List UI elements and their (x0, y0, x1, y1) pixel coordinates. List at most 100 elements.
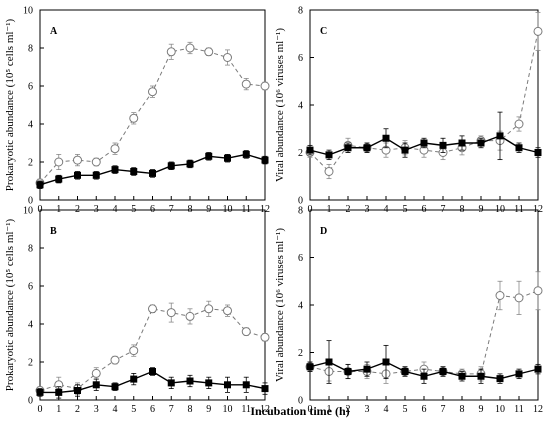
y-tick-label-b-4: 4 (28, 320, 33, 331)
point-c-filled-0 (306, 146, 314, 154)
point-b-open-5 (129, 346, 139, 356)
point-b-filled-11 (242, 381, 250, 389)
y-tick-label-b-6: 6 (28, 282, 33, 293)
point-b-open-7 (166, 308, 176, 318)
point-b-open-6 (148, 304, 157, 314)
point-b-open-3 (91, 368, 101, 378)
point-b-open-11 (241, 327, 251, 337)
point-a-filled-0 (36, 181, 44, 189)
x-tick-label-b-9: 9 (206, 404, 211, 415)
point-a-filled-7 (167, 162, 175, 170)
point-d-filled-10 (496, 375, 504, 383)
point-a-open-2 (73, 155, 82, 165)
y-tick-label-a-8: 8 (28, 44, 33, 55)
point-c-filled-9 (477, 139, 485, 147)
point-a-filled-3 (92, 171, 100, 179)
point-a-filled-2 (74, 171, 81, 179)
point-c-filled-8 (458, 139, 466, 147)
panel-label-a: A (50, 26, 58, 37)
point-b-filled-7 (167, 379, 175, 387)
point-b-open-4 (110, 355, 120, 365)
y-tick-label-a-2: 2 (28, 158, 33, 169)
x-tick-label-b-10: 10 (223, 404, 233, 415)
x-tick-label-b-7: 7 (169, 404, 174, 415)
point-a-open-12 (260, 81, 270, 91)
x-tick-label-b-3: 3 (94, 404, 99, 415)
y-tick-label-d-6: 6 (298, 253, 303, 264)
x-tick-label-d-10: 10 (495, 404, 505, 415)
y-tick-label-a-4: 4 (28, 120, 33, 131)
point-a-open-6 (148, 87, 157, 97)
y-tick-label-d-0: 0 (298, 396, 303, 407)
y-axis-label-b: Prokaryotic abundance (10⁵ cells ml⁻¹) (4, 218, 16, 391)
point-a-filled-10 (224, 154, 231, 162)
y-tick-label-d-8: 8 (298, 206, 303, 217)
point-a-open-7 (166, 47, 176, 57)
y-tick-label-d-4: 4 (298, 301, 303, 312)
x-tick-label-d-0: 0 (308, 404, 313, 415)
y-tick-label-b-8: 8 (28, 244, 33, 255)
point-d-filled-3 (363, 365, 371, 373)
point-a-open-1 (54, 157, 64, 167)
point-d-filled-11 (515, 370, 523, 378)
point-d-filled-6 (420, 372, 428, 380)
point-c-filled-12 (534, 149, 542, 156)
point-d-filled-8 (458, 372, 466, 380)
y-tick-label-b-10: 10 (23, 206, 33, 217)
point-b-filled-5 (130, 375, 138, 383)
panel-label-d: D (320, 226, 327, 237)
point-d-filled-1 (325, 358, 333, 366)
point-d-filled-9 (477, 372, 485, 380)
point-d-filled-12 (534, 365, 542, 373)
point-d-filled-5 (401, 368, 409, 375)
series-line-d-open (309, 290, 539, 375)
point-d-open-12 (533, 286, 543, 296)
point-b-filled-1 (55, 388, 63, 396)
y-axis-label-d: Viral abundance (10⁶ viruses ml⁻¹) (274, 228, 286, 382)
panel-label-b: B (50, 226, 57, 237)
series-line-b-open (39, 308, 266, 391)
point-a-open-9 (204, 47, 214, 57)
x-tick-label-d-4: 4 (384, 404, 389, 415)
panel-frame-c (309, 9, 539, 201)
point-d-open-10 (495, 291, 505, 300)
point-d-filled-4 (382, 358, 390, 366)
y-tick-label-b-0: 0 (28, 396, 33, 407)
point-a-filled-9 (205, 152, 213, 160)
point-b-filled-3 (92, 381, 100, 389)
point-c-filled-5 (401, 146, 409, 154)
x-tick-label-d-7: 7 (441, 404, 446, 415)
x-tick-label-d-3: 3 (365, 404, 370, 415)
point-b-filled-12 (261, 385, 269, 393)
point-a-filled-4 (111, 166, 119, 174)
x-tick-label-b-5: 5 (131, 404, 136, 415)
x-tick-label-d-12: 12 (533, 404, 543, 415)
x-tick-label-b-0: 0 (38, 404, 43, 415)
point-d-open-11 (514, 293, 524, 303)
point-b-filled-9 (205, 379, 213, 387)
point-b-open-12 (260, 332, 270, 342)
point-b-filled-2 (74, 387, 81, 394)
point-b-open-9 (204, 304, 214, 314)
x-tick-label-d-11: 11 (514, 404, 524, 415)
point-a-open-5 (129, 113, 139, 123)
point-a-open-8 (185, 43, 195, 53)
point-b-filled-10 (224, 381, 231, 389)
y-tick-label-b-2: 2 (28, 358, 33, 369)
y-tick-label-c-2: 2 (298, 148, 303, 159)
series-line-a-open (39, 47, 266, 184)
x-tick-label-b-6: 6 (150, 404, 155, 415)
x-tick-label-d-5: 5 (403, 404, 408, 415)
y-tick-label-c-8: 8 (298, 6, 303, 17)
point-c-filled-4 (382, 134, 390, 142)
point-c-filled-3 (363, 144, 371, 152)
point-c-filled-2 (344, 144, 352, 152)
point-d-filled-2 (344, 368, 352, 375)
point-a-filled-6 (149, 169, 156, 177)
point-a-filled-12 (261, 156, 269, 164)
point-d-filled-0 (306, 363, 314, 371)
point-c-filled-1 (325, 151, 333, 159)
x-tick-label-b-2: 2 (75, 404, 80, 415)
point-b-open-10 (223, 306, 232, 316)
y-axis-label-c: Viral abundance (10⁶ viruses ml⁻¹) (274, 28, 286, 182)
